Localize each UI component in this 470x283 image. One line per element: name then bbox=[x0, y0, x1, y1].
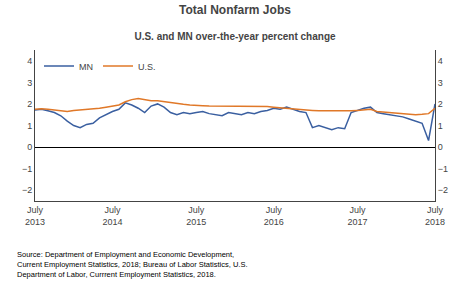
svg-text:1: 1 bbox=[27, 121, 32, 131]
svg-text:July2017: July2017 bbox=[348, 205, 368, 227]
svg-text:4: 4 bbox=[438, 56, 443, 66]
svg-text:July2014: July2014 bbox=[102, 205, 122, 227]
svg-text:0: 0 bbox=[27, 142, 32, 152]
svg-text:MN: MN bbox=[79, 62, 93, 72]
svg-text:−1: −1 bbox=[438, 164, 448, 174]
svg-text:July2015: July2015 bbox=[186, 205, 206, 227]
svg-text:Source: Department of Employme: Source: Department of Employment and Eco… bbox=[17, 250, 248, 279]
svg-text:−1: −1 bbox=[22, 164, 32, 174]
svg-text:−2: −2 bbox=[438, 185, 448, 195]
svg-text:2: 2 bbox=[438, 99, 443, 109]
svg-text:U.S. and MN over-the-year perc: U.S. and MN over-the-year percent change bbox=[134, 31, 336, 42]
svg-text:3: 3 bbox=[27, 78, 32, 88]
svg-text:2: 2 bbox=[27, 99, 32, 109]
svg-text:1: 1 bbox=[438, 121, 443, 131]
svg-text:Total Nonfarm Jobs: Total Nonfarm Jobs bbox=[179, 3, 291, 17]
svg-text:3: 3 bbox=[438, 78, 443, 88]
svg-text:−2: −2 bbox=[22, 185, 32, 195]
svg-text:July2013: July2013 bbox=[25, 205, 45, 227]
svg-text:4: 4 bbox=[27, 56, 32, 66]
svg-text:July2018: July2018 bbox=[425, 205, 445, 227]
svg-text:July2016: July2016 bbox=[264, 205, 284, 227]
svg-text:U.S.: U.S. bbox=[138, 62, 156, 72]
svg-text:0: 0 bbox=[438, 142, 443, 152]
